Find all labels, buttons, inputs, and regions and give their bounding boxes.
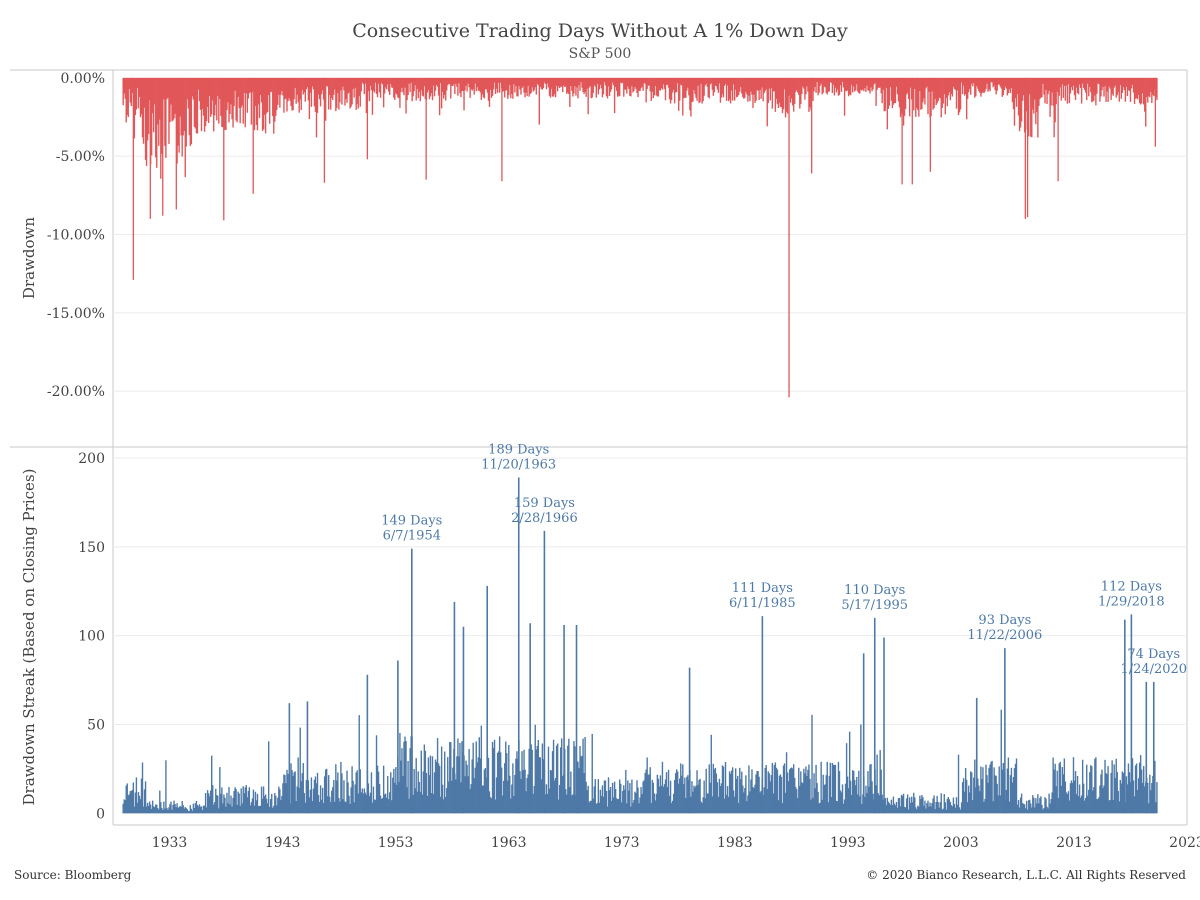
bottom-y-tick-label: 150 xyxy=(78,540,105,556)
x-tick-label: 1973 xyxy=(604,835,640,851)
annotation-days: 93 Days xyxy=(978,613,1031,628)
x-tick-label: 1993 xyxy=(830,835,866,851)
chart-title: Consecutive Trading Days Without A 1% Do… xyxy=(352,20,848,42)
x-tick-label: 1953 xyxy=(378,835,414,851)
annotation-days: 112 Days xyxy=(1101,579,1162,594)
annotation-days: 111 Days xyxy=(732,581,793,596)
annotation-date: 11/20/1963 xyxy=(481,458,556,473)
x-tick-label: 1943 xyxy=(265,835,301,851)
bottom-y-tick-label: 50 xyxy=(87,718,105,734)
top-y-tick-label: -10.00% xyxy=(47,228,105,244)
annotation-date: 1/24/2020 xyxy=(1120,662,1187,677)
top-y-tick-label: -20.00% xyxy=(47,384,105,400)
top-y-axis-title: Drawdown xyxy=(20,217,38,299)
annotation-days: 110 Days xyxy=(844,583,905,598)
x-tick-label: 2023 xyxy=(1169,835,1200,851)
annotation-days: 159 Days xyxy=(514,496,575,511)
x-tick-label: 2003 xyxy=(943,835,979,851)
x-tick-label: 2013 xyxy=(1056,835,1092,851)
x-tick-label: 1983 xyxy=(717,835,753,851)
bottom-y-tick-label: 0 xyxy=(96,806,105,822)
drawdown-series xyxy=(122,77,1158,398)
chart-subtitle: S&P 500 xyxy=(569,46,632,62)
copyright-note: © 2020 Bianco Research, L.L.C. All Right… xyxy=(866,868,1186,882)
bottom-y-axis-title: Drawdown Streak (Based on Closing Prices… xyxy=(20,469,38,806)
top-y-tick-label: -5.00% xyxy=(56,149,105,165)
streak-series xyxy=(122,477,1158,814)
bottom-y-tick-label: 200 xyxy=(78,451,105,467)
bottom-y-tick-label: 100 xyxy=(78,629,105,645)
annotation-days: 74 Days xyxy=(1127,647,1180,662)
x-tick-label: 1963 xyxy=(491,835,527,851)
annotation-date: 1/29/2018 xyxy=(1098,594,1165,609)
top-y-tick-label: 0.00% xyxy=(61,71,105,87)
annotation-date: 5/17/1995 xyxy=(841,598,908,613)
annotation-date: 6/7/1954 xyxy=(383,529,441,544)
x-tick-label: 1933 xyxy=(152,835,188,851)
top-y-tick-label: -15.00% xyxy=(47,306,105,322)
annotation-days: 149 Days xyxy=(381,514,442,529)
annotation-date: 6/11/1985 xyxy=(729,596,796,611)
annotation-date: 11/22/2006 xyxy=(967,628,1042,643)
annotation-days: 189 Days xyxy=(488,443,549,458)
annotation-date: 2/28/1966 xyxy=(511,511,578,526)
source-note: Source: Bloomberg xyxy=(14,868,132,882)
